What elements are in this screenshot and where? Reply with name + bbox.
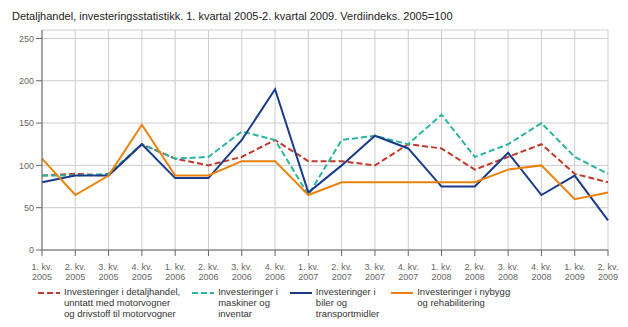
svg-text:2. kv.2009: 2. kv.2009 — [598, 262, 619, 282]
svg-text:0: 0 — [29, 245, 34, 255]
svg-text:1. kv.2008: 1. kv.2008 — [431, 262, 452, 282]
html-text:Investeringer i detaljhandel,: Investeringer i detaljhandel, unntatt me… — [64, 286, 181, 319]
svg-text:50: 50 — [24, 203, 34, 213]
html-text:Investeringer i biler og trans: Investeringer i biler og transportmidler — [315, 286, 380, 319]
html-text:Investeringer i nybygg og reha: Investeringer i nybygg og rehabilitering — [417, 286, 511, 308]
svg-text:2. kv.2008: 2. kv.2008 — [464, 262, 485, 282]
svg-text:250: 250 — [19, 34, 34, 44]
svg-text:3. kv.2005: 3. kv.2005 — [98, 262, 119, 282]
svg-text:2. kv.2007: 2. kv.2007 — [331, 262, 352, 282]
svg-text:200: 200 — [19, 76, 34, 86]
svg-text:4. kv.2005: 4. kv.2005 — [131, 262, 152, 282]
html-text:Detaljhandel, investeringsstat: Detaljhandel, investeringsstatistikk. 1.… — [12, 10, 453, 22]
svg-text:3. kv.2007: 3. kv.2007 — [365, 262, 386, 282]
svg-text:3. kv.2006: 3. kv.2006 — [231, 262, 252, 282]
svg-text:1. kv.2005: 1. kv.2005 — [32, 262, 53, 282]
svg-text:2. kv.2006: 2. kv.2006 — [198, 262, 219, 282]
svg-text:4. kv.2008: 4. kv.2008 — [531, 262, 552, 282]
svg-text:1. kv.2006: 1. kv.2006 — [165, 262, 186, 282]
svg-text:3. kv.2008: 3. kv.2008 — [498, 262, 519, 282]
html-text:Investeringer i maskiner og in: Investeringer i maskiner og inventar — [218, 286, 278, 319]
svg-text:4. kv.2007: 4. kv.2007 — [398, 262, 419, 282]
svg-text:150: 150 — [19, 118, 34, 128]
svg-text:1. kv.2007: 1. kv.2007 — [298, 262, 319, 282]
svg-text:2. kv.2005: 2. kv.2005 — [65, 262, 86, 282]
svg-text:100: 100 — [19, 161, 34, 171]
svg-text:4. kv.2006: 4. kv.2006 — [265, 262, 286, 282]
svg-text:1. kv.2009: 1. kv.2009 — [564, 262, 585, 282]
